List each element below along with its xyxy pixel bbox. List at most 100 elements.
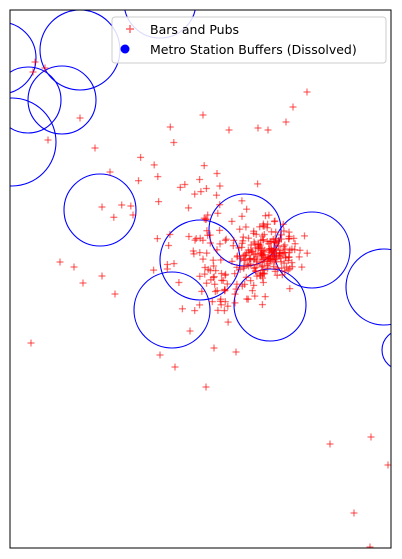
bar-pub-marker (202, 185, 210, 192)
bar-pub-marker (240, 263, 248, 271)
bar-pub-marker (185, 204, 192, 212)
bar-pub-marker (239, 233, 247, 241)
metro-buffer-outline (10, 97, 57, 187)
bar-pub-marker (228, 217, 236, 225)
bar-pub-marker (301, 232, 308, 240)
bar-pub-marker (29, 68, 37, 76)
bar-pub-marker (202, 383, 210, 391)
bar-pub-marker (211, 280, 219, 288)
bar-pub-marker (150, 266, 158, 274)
bar-pub-marker (206, 231, 214, 239)
bar-pub-marker (285, 253, 293, 261)
bar-pub-marker (185, 233, 193, 240)
bar-pub-marker (270, 263, 278, 271)
bar-pub-marker (213, 191, 220, 199)
bar-pub-marker (110, 213, 118, 221)
bar-pub-marker (218, 270, 225, 277)
bar-pub-marker (222, 235, 230, 243)
bar-pub-marker (232, 348, 240, 356)
bar-pub-marker (223, 280, 231, 288)
bar-pub-marker (366, 543, 374, 548)
bar-pub-marker (210, 273, 218, 281)
bar-pub-marker (256, 242, 264, 250)
bar-pub-marker (210, 344, 218, 352)
bar-pub-marker (202, 215, 210, 223)
bar-pub-marker (242, 273, 250, 281)
bar-pub-marker (280, 259, 288, 267)
bar-pub-marker (216, 240, 224, 248)
bar-pub-marker (258, 263, 266, 271)
bar-pub-marker (201, 270, 209, 278)
bar-pub-marker (170, 260, 178, 268)
bar-pub-marker (224, 302, 232, 310)
bar-pub-marker (232, 285, 240, 293)
bar-pub-marker (214, 306, 222, 314)
bar-pub-marker (196, 249, 204, 257)
bar-pub-marker (303, 249, 311, 257)
bar-pub-marker (303, 88, 311, 96)
bar-pub-marker (129, 211, 137, 219)
bar-pub-marker (254, 180, 262, 188)
bar-pub-marker (259, 279, 267, 286)
bar-pub-marker (91, 144, 99, 152)
bar-pub-marker (265, 211, 273, 219)
bar-pub-marker (244, 295, 252, 303)
bar-pub-marker (200, 162, 208, 170)
bar-pub-marker (384, 461, 391, 469)
legend-metro-label: Metro Station Buffers (Dissolved) (150, 42, 357, 57)
bar-pub-marker (247, 277, 255, 285)
legend-metro-marker (120, 44, 130, 54)
bar-pub-marker (257, 272, 265, 280)
bar-pub-marker (213, 246, 221, 254)
bar-pub-marker (269, 247, 277, 255)
legend: Bars and Pubs Metro Station Buffers (Dis… (111, 16, 387, 64)
bar-pub-marker (255, 244, 262, 252)
bar-pub-marker (221, 236, 229, 244)
bars-layer (27, 0, 391, 548)
metro-buffer-outline (10, 66, 62, 134)
bar-pub-marker (264, 126, 272, 134)
bar-pub-marker (241, 280, 249, 288)
bar-pub-marker (216, 182, 224, 190)
bar-pub-marker (186, 327, 194, 335)
bar-pub-marker (245, 262, 252, 270)
bar-pub-marker (118, 201, 126, 209)
bar-pub-marker (214, 209, 222, 217)
bar-pub-marker (175, 279, 183, 286)
bar-pub-marker (273, 271, 281, 279)
legend-bars-marker (126, 25, 134, 33)
bar-pub-marker (41, 64, 49, 72)
bar-pub-marker (208, 298, 216, 306)
bar-pub-marker (238, 197, 246, 205)
bar-pub-marker (127, 202, 135, 210)
bar-pub-marker (254, 124, 262, 132)
bar-pub-marker (259, 222, 267, 230)
bar-pub-marker (278, 264, 286, 272)
bar-pub-marker (111, 290, 119, 298)
bar-pub-marker (258, 301, 266, 309)
bar-pub-marker (203, 0, 210, 7)
metro-buffer-outline (345, 248, 391, 326)
bar-pub-marker (191, 236, 199, 244)
bar-pub-marker (264, 220, 272, 228)
bar-pub-marker (155, 198, 163, 206)
bar-pub-marker (261, 293, 269, 301)
bar-pub-marker (281, 241, 289, 249)
bar-pub-marker (209, 256, 217, 264)
bar-pub-marker (211, 288, 219, 295)
bar-pub-marker (199, 111, 207, 119)
bar-pub-marker (166, 231, 174, 238)
bar-pub-marker (135, 177, 142, 185)
bar-pub-marker (270, 218, 278, 225)
bar-pub-marker (203, 279, 210, 287)
bar-pub-marker (233, 253, 241, 261)
metro-buffer-outline (10, 22, 37, 94)
bar-pub-marker (268, 228, 275, 236)
bar-pub-marker (233, 280, 241, 288)
bar-pub-marker (279, 220, 287, 228)
bar-pub-marker (154, 173, 162, 181)
bar-pub-marker (295, 253, 303, 261)
bar-pub-marker (289, 103, 297, 111)
bar-pub-marker (196, 301, 204, 309)
